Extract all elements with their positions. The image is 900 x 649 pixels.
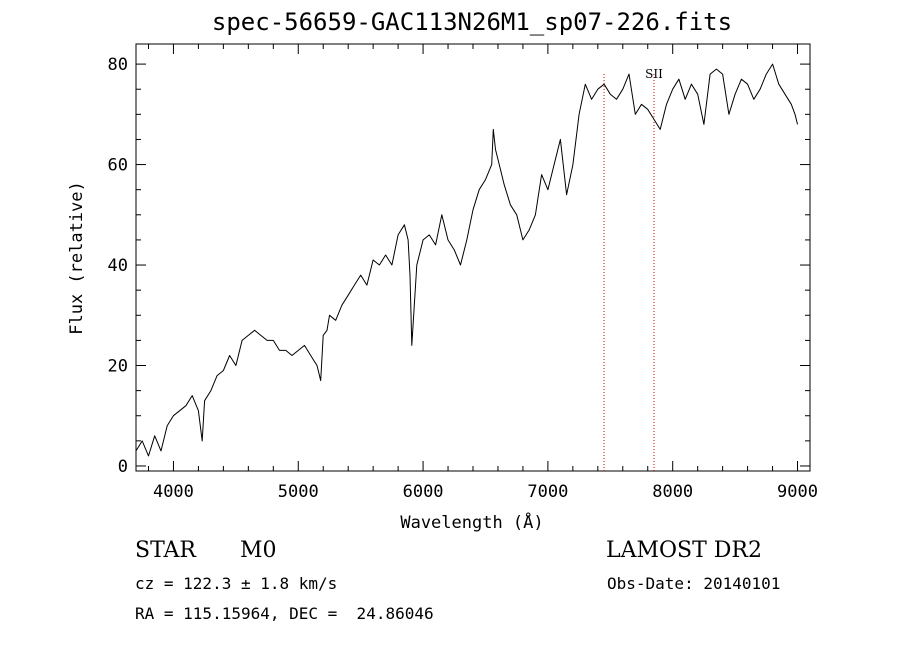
object-class-text: STAR bbox=[135, 538, 196, 563]
x-tick-label: 5000 bbox=[278, 482, 319, 502]
line-markers: SII bbox=[603, 67, 663, 471]
chart-title: spec-56659-GAC113N26M1_sp07-226.fits bbox=[212, 8, 732, 36]
x-tick-label: 4000 bbox=[153, 482, 194, 502]
y-axis-label: Flux (relative) bbox=[67, 181, 87, 335]
marker-label: SII bbox=[645, 67, 663, 81]
survey-text: LAMOST DR2 bbox=[606, 538, 762, 563]
y-tick-label: 20 bbox=[108, 357, 128, 377]
y-tick-label: 0 bbox=[118, 457, 128, 477]
obs-date-text: Obs-Date: 20140101 bbox=[607, 574, 781, 593]
x-tick-label: 9000 bbox=[777, 482, 818, 502]
x-axis-label: Wavelength (Å) bbox=[400, 511, 543, 533]
redshift-text: cz = 122.3 ± 1.8 km/s bbox=[135, 574, 338, 593]
axis-ticks: 4000 5000 6000 7000 8000 9000 0 20 40 60 80 bbox=[108, 44, 818, 502]
spectrum-line bbox=[135, 63, 798, 457]
y-tick-label: 40 bbox=[108, 256, 128, 276]
x-tick-label: 6000 bbox=[403, 482, 444, 502]
x-tick-label: 8000 bbox=[652, 482, 693, 502]
subclass-text: M0 bbox=[240, 538, 277, 563]
series-group bbox=[135, 63, 798, 457]
y-tick-label: 60 bbox=[108, 156, 128, 176]
radec-text: RA = 115.15964, DEC = 24.86046 bbox=[135, 604, 434, 623]
plot-frame bbox=[135, 43, 811, 472]
y-tick-label: 80 bbox=[108, 55, 128, 75]
x-tick-label: 7000 bbox=[527, 482, 568, 502]
